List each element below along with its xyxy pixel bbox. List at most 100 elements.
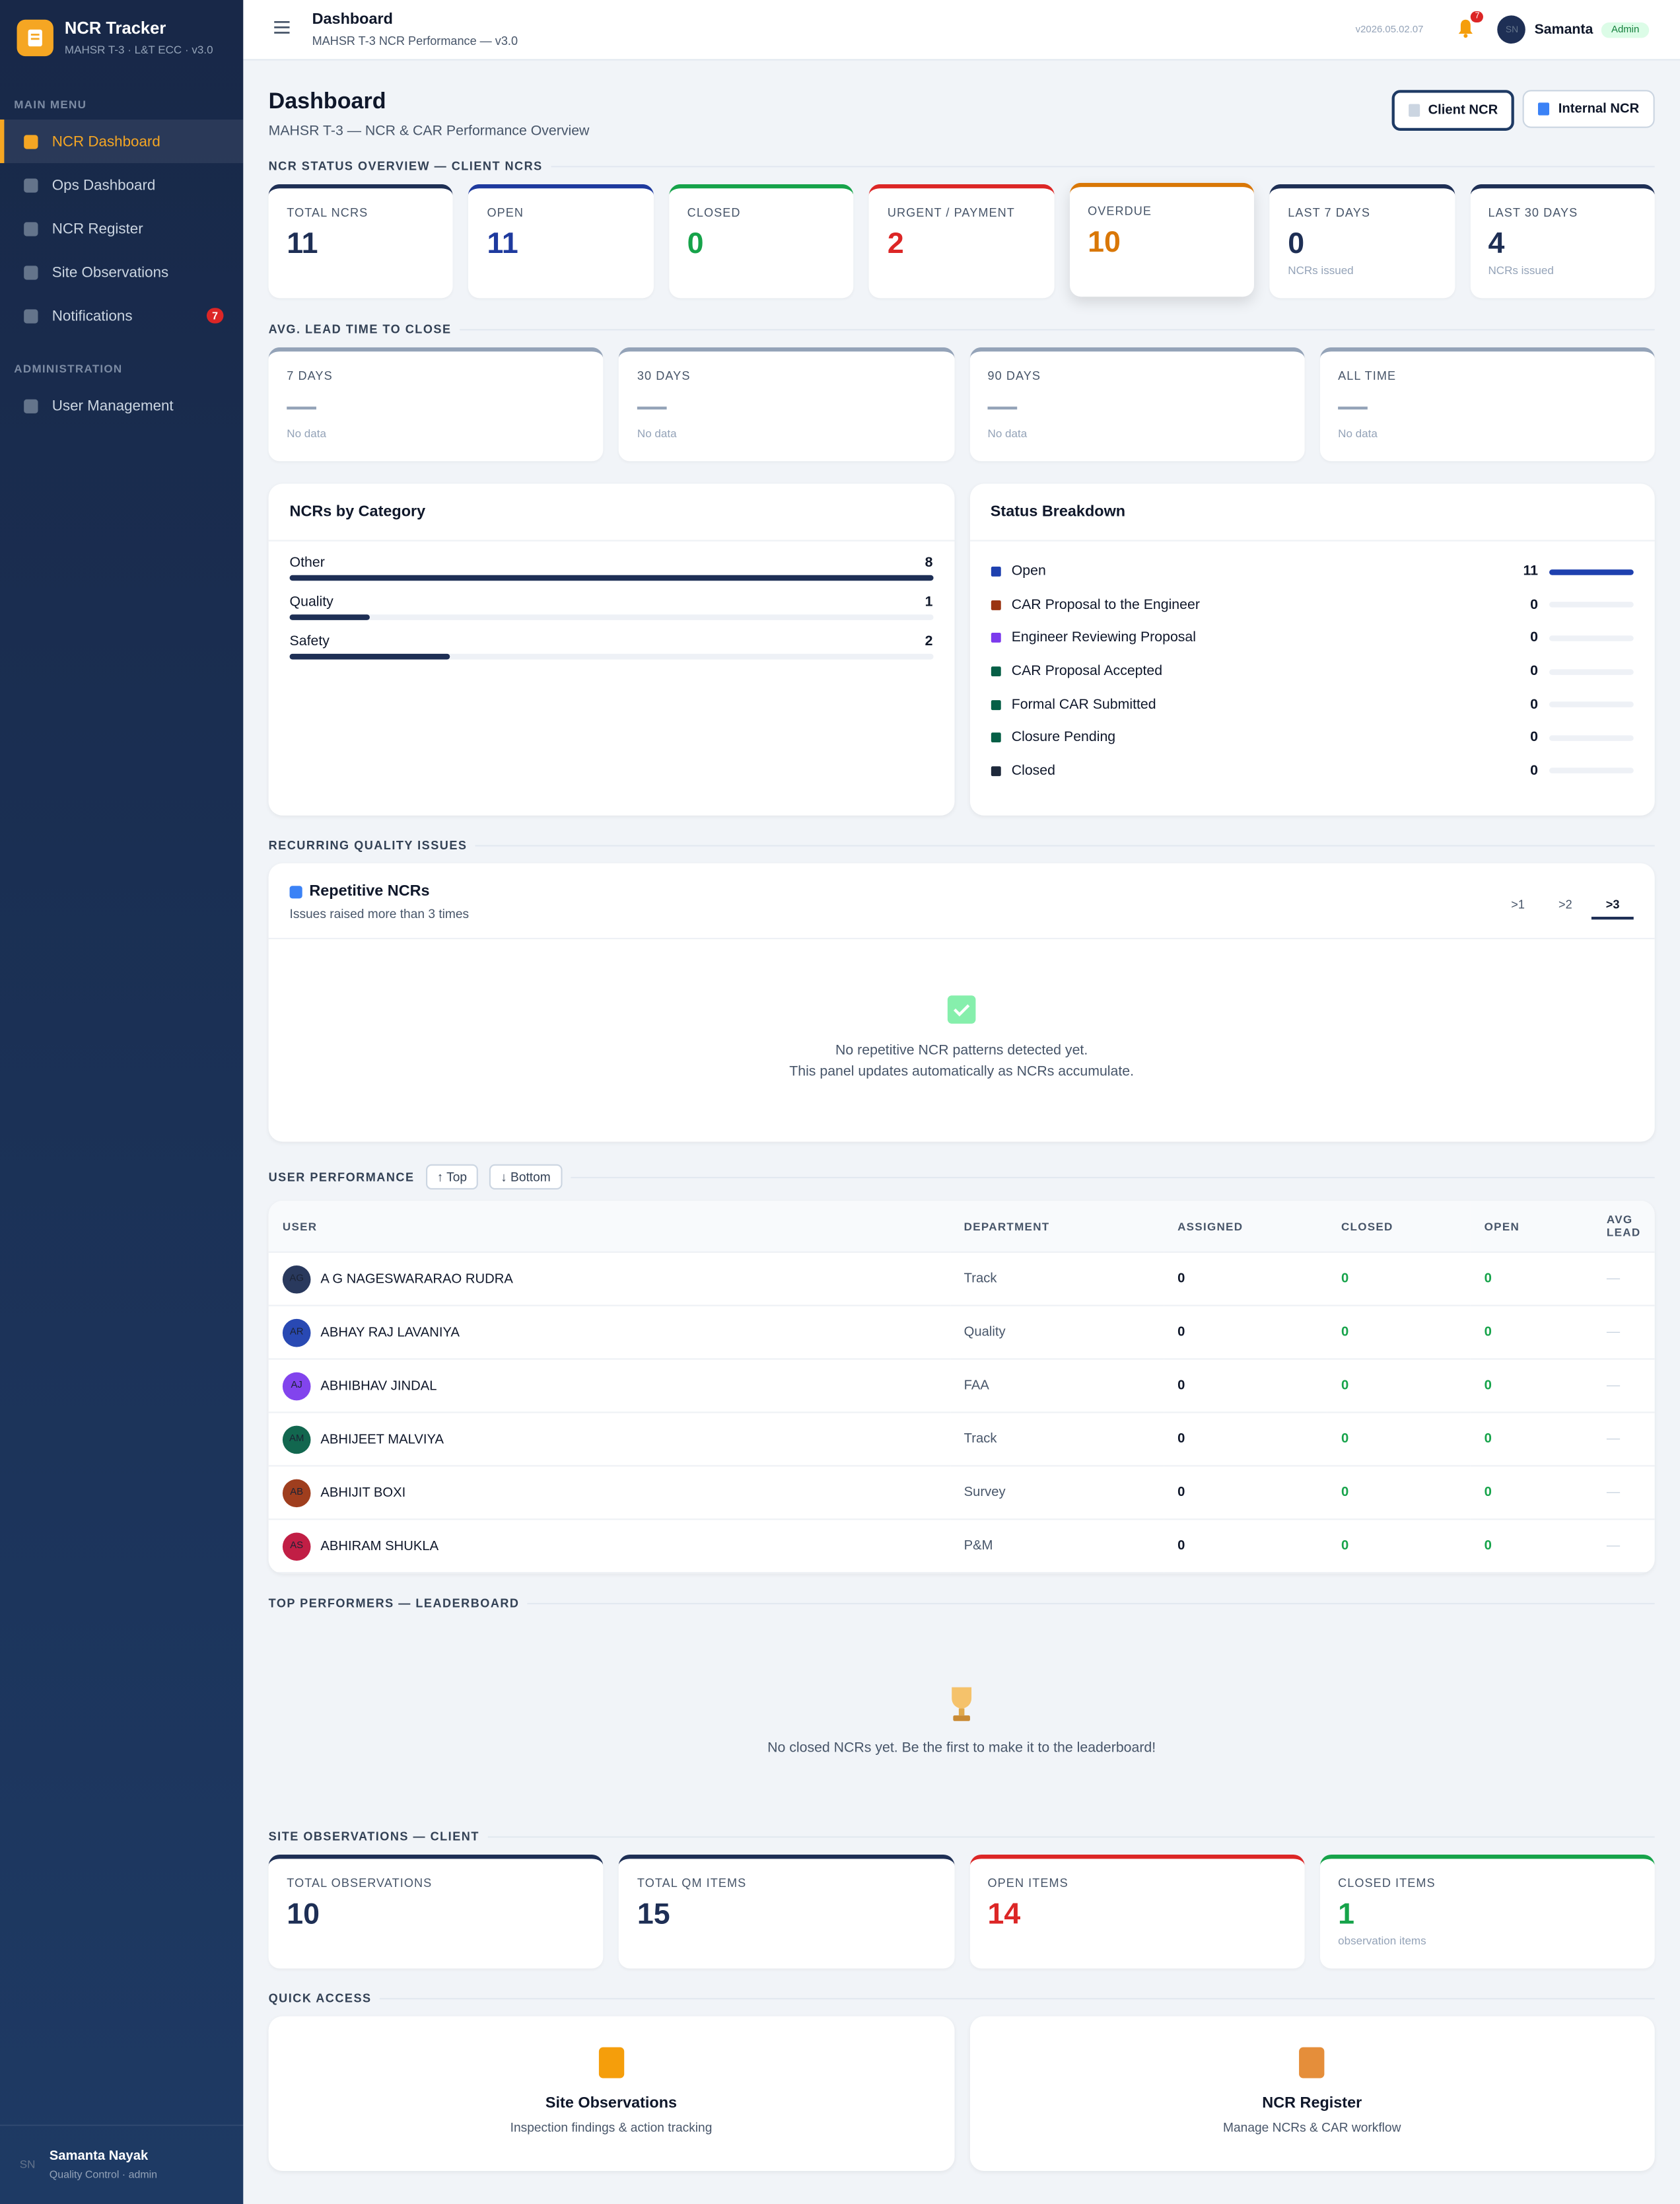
menu-toggle[interactable] [274,20,290,38]
category-body: Other 8 Quality 1 Safety 2 [269,542,954,688]
stat-note: observation items [1338,1935,1426,1948]
page-button[interactable]: Internal NCR [1523,90,1655,128]
stat-note: No data [287,427,326,441]
stat-label: TOTAL OBSERVATIONS [287,1875,433,1890]
column-header: CLOSED [1327,1201,1471,1253]
quick-card[interactable]: NCR Register Manage NCRs & CAR workflow [969,2016,1655,2171]
open: 0 [1470,1305,1593,1360]
nav-badge: 7 [206,308,224,324]
stat-note: NCRs issued [1488,264,1554,277]
notification-bell[interactable]: 7 [1457,10,1484,42]
open: 0 [1470,1519,1593,1574]
stat-card: LAST 30 DAYS 4 NCRs issued [1469,184,1655,299]
button-label: Internal NCR [1558,101,1640,117]
status-value: 0 [1530,730,1538,746]
user-cell: AG A G NAGESWARARAO RUDRA [268,1252,950,1306]
bar-track [1549,701,1634,708]
nav-item[interactable]: Ops Dashboard [0,163,243,207]
closed: 0 [1327,1519,1471,1574]
user-name: ABHIBHAV JINDAL [320,1378,437,1394]
category-row: Quality 1 [289,595,933,620]
sort-button[interactable]: ↑ Top [425,1164,479,1190]
panel-title: NCRs by Category [268,483,954,542]
topbar-user[interactable]: SN Samanta Admin [1498,15,1650,44]
panel-title: Status Breakdown [969,483,1655,542]
stat-card: OPEN 11 [468,184,654,299]
empty-icon [947,995,976,1024]
bar-track [289,653,933,660]
button-label: Client NCR [1428,102,1498,118]
stat-label: LAST 7 DAYS [1288,205,1370,220]
bell-icon [1459,18,1473,38]
avg-lead: — [1592,1252,1655,1306]
page-button[interactable]: Client NCR [1391,90,1515,131]
bar-track [289,614,933,620]
bar-track [1549,734,1634,741]
main: Dashboard MAHSR T-3 NCR Performance — v3.… [243,0,1680,2204]
tab[interactable]: >2 [1558,897,1572,911]
stat-note: No data [987,427,1028,441]
status-dot [990,633,1000,643]
assigned: 0 [1163,1305,1327,1360]
nav-section-title: ADMINISTRATION [14,363,123,376]
nav-icon [24,398,38,413]
closed: 0 [1327,1412,1471,1467]
stat-value: 14 [987,1898,1021,1931]
stat-card: OPEN ITEMS 14 [969,1854,1305,1969]
tab[interactable]: >1 [1511,897,1525,911]
user-avatar: AS [282,1532,311,1560]
stat-value: 11 [287,227,318,260]
section-heading: SITE OBSERVATIONS — CLIENT [269,1830,1655,1843]
assigned: 0 [1163,1466,1327,1520]
card-row: TOTAL NCRS 11 OPEN 11 CLOSED 0 URGENT / PAYMEN… [268,182,1655,299]
user-name: ABHIJIT BOXI [320,1485,406,1501]
nav-item[interactable]: User Management [0,384,243,427]
stat-label: TOTAL NCRS [287,205,368,220]
bar-track [289,575,933,581]
page-titles: Dashboard MAHSR T-3 — NCR & CAR Performan… [269,90,1383,139]
status-panel: Status Breakdown Open 11 CAR Proposal to th… [969,483,1655,816]
user-avatar: AG [282,1264,311,1293]
bar-track [1549,668,1634,674]
stat-card: 30 DAYS — No data [619,347,954,462]
page-header: Dashboard MAHSR T-3 — NCR & CAR Performan… [269,90,1655,139]
stat-label: TOTAL QM ITEMS [637,1875,747,1890]
nav-item[interactable]: Notifications 7 [0,294,243,338]
stat-value: — [637,390,667,423]
tab[interactable]: >3 [1592,894,1634,920]
user-role: Quality Control · admin [49,2168,158,2181]
stat-value: 10 [1088,226,1121,259]
topbar-subtitle: MAHSR T-3 NCR Performance — v3.0 [312,34,518,48]
status-row: CAR Proposal Accepted 0 [990,655,1634,688]
status-label: Open [1011,564,1046,580]
leaderboard-empty: No closed NCRs yet. Be the first to make… [269,1621,1655,1830]
nav-icon [24,178,38,192]
sort-button[interactable]: ↓ Bottom [489,1164,562,1190]
stat-card: TOTAL QM ITEMS 15 [619,1854,954,1969]
quick-card[interactable]: Site Observations Inspection findings & a… [268,2016,954,2171]
department: Quality [950,1305,1164,1360]
avg-lead: — [1592,1466,1655,1520]
nav-item[interactable]: Site Observations [0,250,243,294]
stat-card: CLOSED ITEMS 1 observation items [1319,1854,1655,1969]
department: P&M [950,1519,1164,1574]
stat-value: — [987,390,1018,423]
hamburger-icon [274,20,290,34]
nav-item[interactable]: NCR Register [0,207,243,250]
user-name: ABHAY RAJ LAVANIYA [320,1324,460,1340]
bar [289,575,933,581]
user-avatar: AB [282,1478,311,1507]
trophy-icon [269,1683,1655,1729]
stat-value: 0 [1288,227,1305,260]
user-avatar: AR [282,1318,311,1347]
category-line: Quality 1 [290,595,933,610]
category-value: 8 [925,555,933,571]
quick-subtitle: Inspection findings & action tracking [510,2120,713,2135]
nav-item[interactable]: NCR Dashboard [0,119,244,163]
status-label: CAR Proposal to the Engineer [1011,597,1200,613]
status-value: 11 [1523,564,1538,580]
stat-label: 7 DAYS [287,368,333,383]
nav-label: Ops Dashboard [52,176,156,194]
bar-track [1549,635,1634,641]
